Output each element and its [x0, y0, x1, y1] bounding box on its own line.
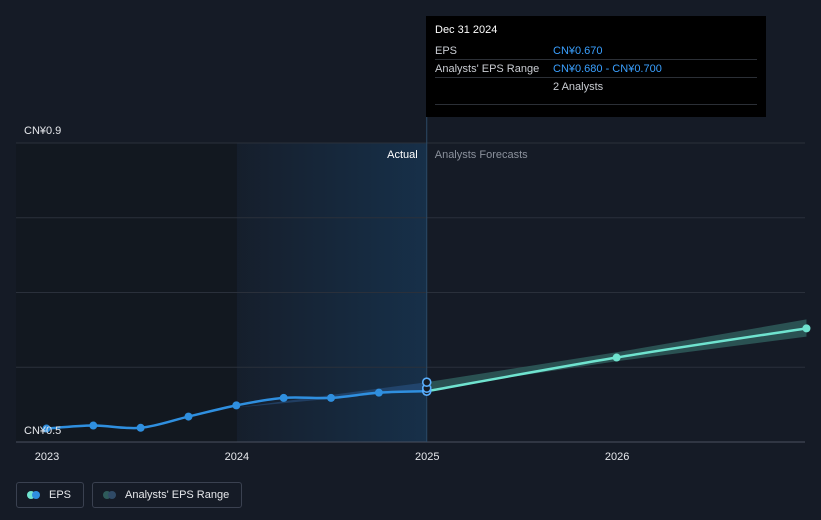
legend-item-range[interactable]: Analysts' EPS Range — [92, 482, 243, 508]
x-tick-2024: 2024 — [225, 451, 249, 463]
legend-item-eps[interactable]: EPS — [16, 482, 85, 508]
eps-forecast-point-0 — [612, 353, 621, 362]
legend-eps-label: EPS — [49, 489, 72, 501]
chart-legend: EPS Analysts' EPS Range — [16, 482, 243, 508]
eps-actual-point-2 — [136, 423, 145, 432]
eps-actual-point-0 — [42, 424, 51, 433]
legend-range-label: Analysts' EPS Range — [125, 489, 230, 501]
actual-label: Actual — [387, 149, 418, 161]
eps-actual-point-7 — [374, 388, 383, 397]
range-legend-icon — [103, 491, 117, 499]
tooltip-range-value: CN¥0.680 - CN¥0.700 — [553, 62, 662, 75]
y-tick-bottom: CN¥0.5 — [24, 425, 61, 437]
tooltip-eps-value: CN¥0.670 — [553, 44, 603, 57]
eps-legend-icon — [27, 491, 41, 499]
forecast-label: Analysts Forecasts — [435, 149, 528, 161]
tooltip-date: Dec 31 2024 — [435, 24, 498, 36]
tooltip-analysts-row: 2 Analysts — [435, 77, 757, 95]
tooltip-analysts-count: 2 Analysts — [553, 80, 604, 93]
eps-actual-point-1 — [89, 421, 98, 430]
chart-tooltip: Dec 31 2024 EPS CN¥0.670 Analysts' EPS R… — [426, 16, 766, 117]
x-tick-2025: 2025 — [415, 451, 439, 463]
y-tick-top: CN¥0.9 — [24, 125, 61, 137]
highlight-point-2 — [421, 377, 432, 388]
tooltip-range-label: Analysts' EPS Range — [435, 62, 540, 75]
eps-actual-point-5 — [279, 393, 288, 402]
eps-forecast-point-1 — [802, 324, 811, 333]
tooltip-range-row: Analysts' EPS Range CN¥0.680 - CN¥0.700 — [435, 59, 757, 77]
tooltip-eps-row: EPS CN¥0.670 — [435, 42, 757, 59]
eps-actual-point-6 — [327, 393, 336, 402]
tooltip-eps-label: EPS — [435, 44, 458, 57]
eps-actual-point-3 — [184, 412, 193, 421]
x-tick-2023: 2023 — [35, 451, 59, 463]
x-tick-2026: 2026 — [605, 451, 629, 463]
eps-actual-point-4 — [232, 401, 241, 410]
